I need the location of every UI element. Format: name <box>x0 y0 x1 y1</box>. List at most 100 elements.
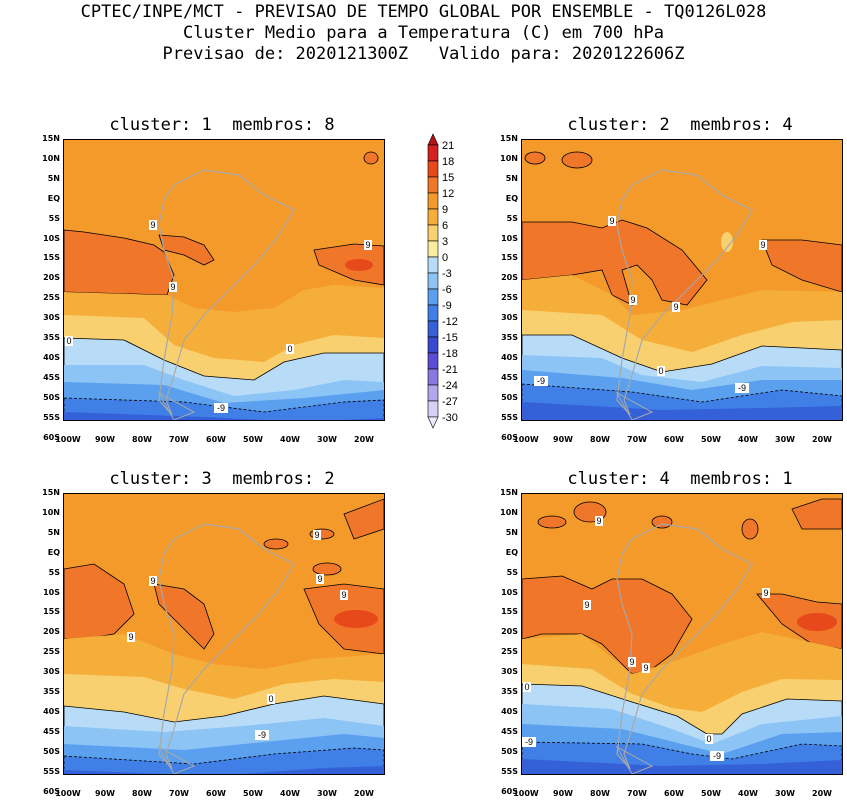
temperature-map-2: 9 9 9 9 9 0 -9 -9 <box>522 140 842 420</box>
contour-label: 9 <box>317 574 322 584</box>
lon-tick-label: 20W <box>812 789 832 798</box>
lat-tick-label: 55S <box>501 766 518 776</box>
lat-tick-label: 5S <box>48 213 60 223</box>
colorbar-tick-label: 15 <box>442 172 454 184</box>
colorbar-max-arrow <box>427 133 439 146</box>
map-panel-cluster-3: 9 9 9 9 9 0 -9 <box>63 493 385 775</box>
contour-label: 9 <box>596 516 601 526</box>
lon-tick-label: 50W <box>243 789 263 798</box>
contour-label: 9 <box>629 657 634 667</box>
colorbar-swatch <box>427 208 439 226</box>
panel-1-title: cluster: 1 membros: 8 <box>109 115 335 135</box>
panel-4-title: cluster: 4 membros: 1 <box>567 469 793 489</box>
colorbar-tick-label: -3 <box>442 268 452 280</box>
contour-label: 9 <box>150 220 155 230</box>
colorbar-swatch <box>427 192 439 210</box>
contour-label: 9 <box>763 588 768 598</box>
lon-tick-label: 80W <box>132 435 152 444</box>
lat-tick-label: 35S <box>43 333 60 342</box>
lat-tick-label: 50S <box>43 392 60 402</box>
colorbar-swatches: 21 18 15 12 9 6 3 0 -3 -6 -9 -12 -15 -18 -21 -24 -27 -30 <box>427 133 458 429</box>
contour-label: 9 <box>643 663 648 673</box>
contour-labels-2: 9 9 9 9 9 0 -9 -9 <box>534 216 767 393</box>
colorbar-tick-label: 3 <box>442 236 448 248</box>
lat-tick-label: 45S <box>43 726 60 736</box>
lon-tick-label: 80W <box>590 435 610 444</box>
colorbar-swatch <box>427 320 439 338</box>
lat-tick-label: 60S <box>501 432 518 442</box>
lat-tick-label: 15N <box>42 488 60 497</box>
temperature-map-4: 9 9 9 9 9 9 0 0 -9 -9 <box>522 494 842 774</box>
lat-tick-label: 55S <box>501 412 518 422</box>
colorbar-tick-label: -21 <box>442 364 458 376</box>
main-title-line-2: Cluster Medio para a Temperatura (C) em … <box>182 23 665 43</box>
contour-label: -9 <box>537 376 545 386</box>
temperature-map-3: 9 9 9 9 9 0 -9 <box>64 494 384 774</box>
lon-tick-label: 30W <box>775 435 795 444</box>
lat-tick-label: 10S <box>43 233 60 243</box>
colorbar-swatch <box>427 400 439 418</box>
lat-tick-label: 45S <box>501 372 518 382</box>
lon-tick-label: 40W <box>738 435 758 444</box>
lat-tick-label: 55S <box>43 766 60 776</box>
contour-label: 9 <box>584 600 589 610</box>
lon-tick-label: 40W <box>738 789 758 798</box>
lon-tick-label: 50W <box>701 789 721 798</box>
lat-tick-label: 35S <box>501 333 518 342</box>
contour-label: -9 <box>217 403 225 413</box>
lat-tick-label: 5S <box>506 213 518 223</box>
contour-label: 9 <box>314 530 319 540</box>
map-panel-cluster-4: 9 9 9 9 9 9 0 0 -9 -9 <box>521 493 843 775</box>
lat-tick-label: EQ <box>505 547 518 557</box>
map-panel-cluster-2: 9 9 9 9 9 0 -9 -9 <box>521 139 843 421</box>
lon-tick-label: 70W <box>169 435 189 444</box>
lon-tick-label: 20W <box>354 435 374 444</box>
colorbar-tick-label: 21 <box>442 140 454 152</box>
contour-labels-3: 9 9 9 9 9 0 -9 <box>127 530 348 740</box>
lon-tick-label: 90W <box>553 435 573 444</box>
panel-3-title: cluster: 3 membros: 2 <box>109 469 335 489</box>
lat-tick-label: 60S <box>501 786 518 796</box>
lat-tick-label: 10S <box>501 233 518 243</box>
colorbar-swatch <box>427 272 439 290</box>
colorbar-swatch <box>427 224 439 242</box>
main-title-line-3: Previsao de: 2020121300Z Valido para: 20… <box>162 44 685 64</box>
contour-label: 0 <box>706 734 711 744</box>
contour-label: 9 <box>365 240 370 250</box>
lat-tick-label: 10N <box>42 507 60 517</box>
lat-tick-label: 10N <box>500 153 518 163</box>
colorbar-tick-label: -12 <box>442 316 458 328</box>
lat-tick-label: 20S <box>501 273 518 283</box>
lat-tick-label: 5N <box>47 527 60 537</box>
lon-tick-label: 80W <box>132 789 152 798</box>
contour-label: 9 <box>673 302 678 312</box>
contour-label: 0 <box>66 336 71 346</box>
lon-tick-label: 90W <box>95 435 115 444</box>
contour-label: 9 <box>609 216 614 226</box>
lon-tick-label: 60W <box>206 435 226 444</box>
lon-tick-label: 60W <box>664 435 684 444</box>
contour-label: -9 <box>258 730 266 740</box>
lon-tick-label: 90W <box>95 789 115 798</box>
contour-label: 9 <box>170 282 175 292</box>
lon-tick-label: 70W <box>169 789 189 798</box>
lat-tick-label: 35S <box>43 687 60 696</box>
contour-label: 9 <box>630 295 635 305</box>
colorbar-tick-label: 0 <box>442 252 448 264</box>
colorbar-tick-label: -24 <box>442 380 458 392</box>
lat-tick-label: 5N <box>47 173 60 183</box>
colorbar-swatch <box>427 368 439 386</box>
lon-tick-label: 20W <box>354 789 374 798</box>
colorbar-tick-label: 18 <box>442 156 454 168</box>
lon-tick-label: 30W <box>317 789 337 798</box>
lat-tick-label: 15S <box>501 607 518 617</box>
lat-tick-label: 15N <box>42 134 60 143</box>
lat-tick-label: 5N <box>505 527 518 537</box>
lon-tick-label: 100W <box>55 435 81 444</box>
colorbar-swatch <box>427 384 439 402</box>
colorbar-tick-label: 12 <box>442 188 454 200</box>
colorbar-tick-label: -9 <box>442 300 452 312</box>
lon-tick-label: 70W <box>627 789 647 798</box>
contour-label: -9 <box>525 737 533 747</box>
lon-tick-label: 50W <box>243 435 263 444</box>
